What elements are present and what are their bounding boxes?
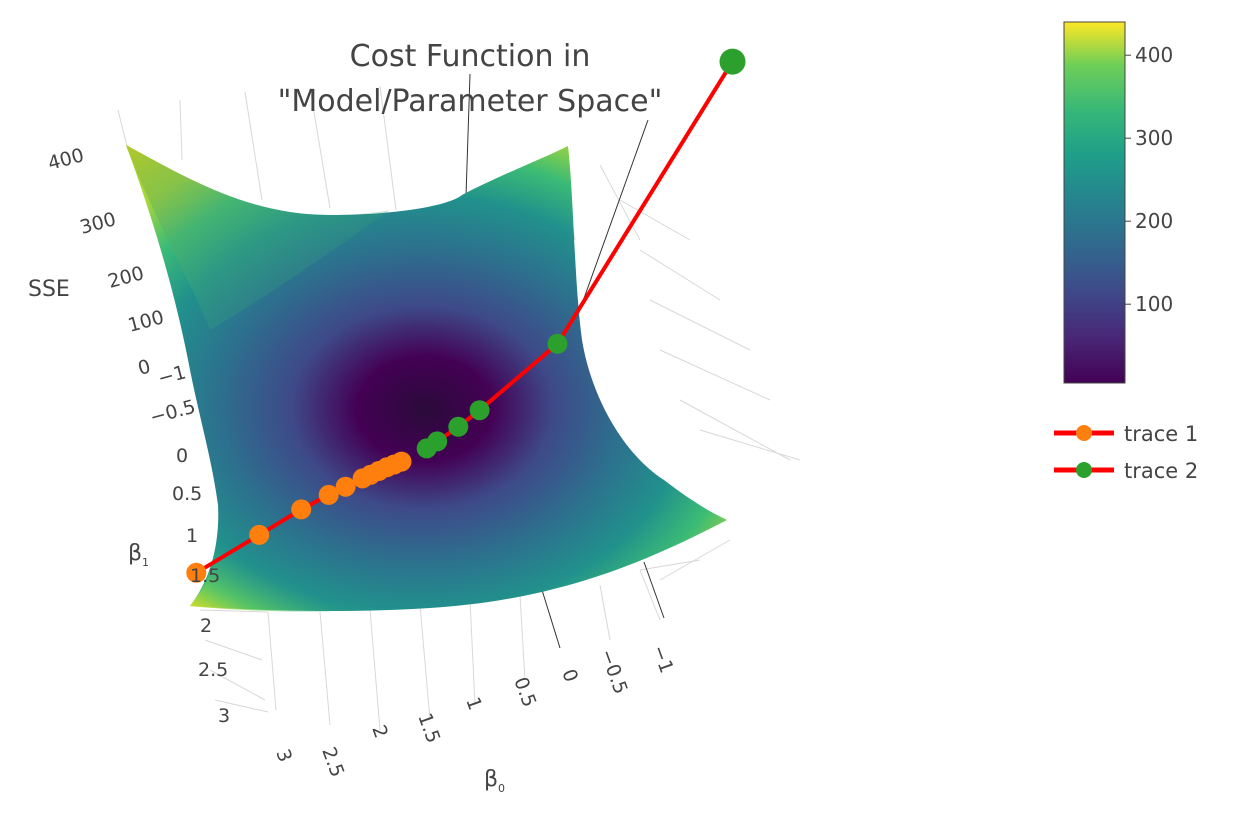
trace-1 — [186, 451, 412, 583]
y-axis-title: β 1 — [128, 541, 149, 569]
y-axis-title-main: β — [128, 541, 142, 566]
trace-2-marker[interactable] — [416, 438, 437, 459]
trace-paths — [186, 48, 746, 583]
y-tick-label: 1 — [186, 525, 198, 547]
y-tick-label: 2.5 — [198, 659, 228, 681]
colorbar-tick-label: 100 — [1135, 292, 1173, 316]
axis-spikes — [465, 73, 665, 649]
z-axis-title: SSE — [28, 277, 70, 302]
z-tick-label: 400 — [46, 144, 87, 175]
legend-item-trace-1[interactable]: trace 1 — [1054, 422, 1198, 446]
trace-1-marker[interactable] — [291, 499, 312, 520]
x-axis-ticks: 3 2.5 2 1.5 1 0.5 0 −0.5 −1 — [271, 642, 677, 780]
legend: trace 1 trace 2 — [1054, 422, 1198, 483]
z-tick-label: 100 — [126, 306, 167, 337]
cost-surface — [126, 145, 727, 612]
x-tick-label: 2 — [367, 722, 392, 741]
trace-2 — [416, 48, 746, 459]
y-tick-label: −1 — [156, 361, 189, 390]
trace-1-marker[interactable] — [318, 484, 339, 505]
trace-1-marker[interactable] — [391, 451, 412, 472]
trace-2-marker[interactable] — [547, 333, 568, 354]
z-axis-ticks: 0 100 200 300 400 — [46, 144, 167, 380]
x-tick-label: 3 — [271, 746, 296, 765]
y-tick-label: 0.5 — [172, 483, 202, 505]
x-tick-label: −1 — [647, 642, 677, 676]
colorbar-tick-label: 300 — [1135, 126, 1173, 150]
y-tick-label: 3 — [218, 705, 230, 727]
colorbar-tick-label: 200 — [1135, 209, 1173, 233]
y-tick-label: −0.5 — [148, 396, 198, 429]
trace-2-marker[interactable] — [719, 48, 746, 75]
colorbar-tick-label: 400 — [1135, 43, 1173, 67]
y-tick-label: 1.5 — [190, 565, 220, 587]
legend-marker-trace-1 — [1076, 425, 1092, 441]
z-tick-label: 300 — [78, 208, 119, 239]
x-tick-label: 0.5 — [509, 674, 540, 710]
x-axis-title-main: β — [484, 767, 498, 792]
trace-2-marker[interactable] — [469, 400, 490, 421]
title-line-1: Cost Function in — [350, 39, 591, 74]
chart-title: Cost Function in "Model/Parameter Space" — [278, 39, 663, 119]
y-tick-label: 2 — [200, 615, 212, 637]
trace-1-marker[interactable] — [335, 476, 356, 497]
colorbar: 100 200 300 400 — [1063, 21, 1173, 384]
trace-2-marker[interactable] — [448, 416, 469, 437]
x-axis-title: β 0 — [484, 767, 505, 795]
legend-marker-trace-2 — [1076, 462, 1092, 478]
z-tick-label: 0 — [136, 355, 153, 379]
colorbar-ticks: 100 200 300 400 — [1125, 43, 1173, 316]
title-line-2: "Model/Parameter Space" — [278, 84, 663, 119]
y-axis-title-sub: 1 — [142, 556, 149, 569]
trace-1-marker[interactable] — [249, 524, 270, 545]
z-tick-label: 200 — [106, 262, 147, 293]
colorbar-gradient — [1063, 21, 1126, 384]
x-axis-title-sub: 0 — [498, 782, 505, 795]
x-tick-label: 1 — [461, 694, 486, 713]
y-tick-label: 0 — [176, 445, 188, 467]
x-tick-label: 2.5 — [317, 744, 348, 780]
trace-1-marker[interactable] — [186, 562, 207, 583]
legend-label-trace-1: trace 1 — [1124, 422, 1198, 446]
x-tick-label: 1.5 — [413, 710, 444, 746]
x-tick-label: 0 — [557, 666, 582, 685]
legend-label-trace-2: trace 2 — [1124, 459, 1198, 483]
legend-item-trace-2[interactable]: trace 2 — [1054, 459, 1198, 483]
x-tick-label: −0.5 — [595, 646, 631, 697]
